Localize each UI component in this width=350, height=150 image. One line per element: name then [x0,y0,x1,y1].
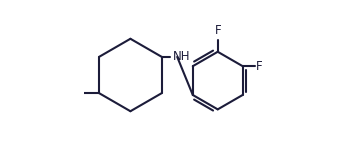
Text: NH: NH [173,50,190,63]
Text: F: F [215,24,221,37]
Text: F: F [256,60,263,73]
